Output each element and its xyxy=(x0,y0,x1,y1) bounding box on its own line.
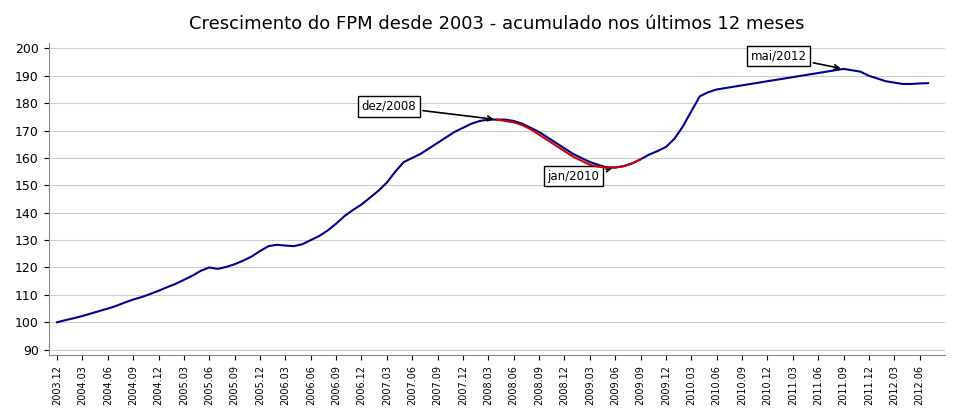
Title: Crescimento do FPM desde 2003 - acumulado nos últimos 12 meses: Crescimento do FPM desde 2003 - acumulad… xyxy=(189,15,804,33)
Text: dez/2008: dez/2008 xyxy=(362,100,492,121)
Text: mai/2012: mai/2012 xyxy=(751,49,839,69)
Text: jan/2010: jan/2010 xyxy=(547,167,611,183)
